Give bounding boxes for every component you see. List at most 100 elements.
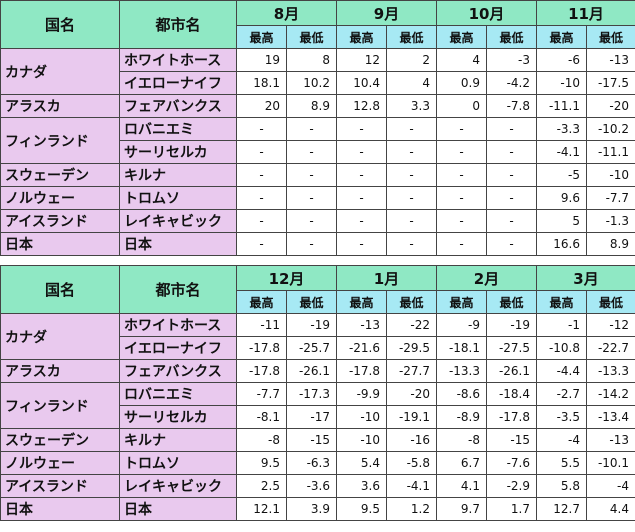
temperature-cell: -1 [536, 313, 587, 337]
table-row: アイスランド レイキャビック - - - - - -5 -1.3 [0, 209, 635, 233]
temperature-cell: -13 [336, 313, 387, 337]
table-row: ノルウェー トロムソ - - - - - -9.6 -7.7 [0, 186, 635, 210]
temperature-cell: 10.4 [336, 71, 387, 95]
month-header: 9月 [336, 0, 437, 26]
temperature-cell: -4 [586, 474, 635, 498]
temperature-cell: -19.1 [386, 405, 437, 429]
low-header: 最低 [586, 25, 635, 49]
high-header: 最高 [436, 25, 487, 49]
country-cell: アイスランド [0, 474, 120, 498]
low-header: 最低 [386, 290, 437, 314]
temperature-cell: 4.4 [586, 497, 635, 521]
table-row: スウェーデン キルナ -8 -15 -10 -16 -8 -15 -4 -13 [0, 428, 635, 452]
table-row: 日本 日本 12.1 3.9 9.5 1.2 9.7 1.7 12.7 4.4 [0, 497, 635, 521]
temperature-cell: - [236, 140, 287, 164]
temperature-cell: - [486, 140, 537, 164]
temperature-cell: - [336, 209, 387, 233]
temperature-cell: 9.7 [436, 497, 487, 521]
temperature-cell: -15 [286, 428, 337, 452]
temperature-cell: -13.3 [436, 359, 487, 383]
city-cell: ロバニエミ [119, 382, 237, 406]
temperature-cell: 5 [536, 209, 587, 233]
high-header: 最高 [236, 25, 287, 49]
city-cell: ロバニエミ [119, 117, 237, 141]
table-row: イエローナイフ -17.8 -25.7 -21.6 -29.5 -18.1 -27.5 -10… [1, 336, 635, 360]
city-cell: レイキャビック [119, 209, 237, 233]
temperature-cell: 5.4 [336, 451, 387, 475]
temperature-cell: -2.7 [536, 382, 587, 406]
country-cell: 日本 [0, 497, 120, 521]
temperature-cell: -16 [386, 428, 437, 452]
city-cell: サーリセルカ [119, 405, 237, 429]
temperature-cell: -17.8 [236, 336, 287, 360]
temperature-cell: -17.5 [586, 71, 635, 95]
temperature-cell: -18.1 [436, 336, 487, 360]
temperature-cell: 12.8 [336, 94, 387, 118]
temperature-cell: - [386, 186, 437, 210]
temperature-cell: 0.9 [436, 71, 487, 95]
temperature-cell: 4 [386, 71, 437, 95]
temperature-cell: 12.1 [236, 497, 287, 521]
temperature-cell: -3.5 [536, 405, 587, 429]
temperature-cell: -4 [536, 428, 587, 452]
temperature-cell: - [336, 140, 387, 164]
high-header: 最高 [236, 290, 287, 314]
temperature-cell: -15 [486, 428, 537, 452]
temperature-cell: -19 [286, 313, 337, 337]
temperature-cell: -20 [386, 382, 437, 406]
temperature-cell: - [486, 186, 537, 210]
temperature-cell: - [336, 186, 387, 210]
temperature-cell: -17.3 [286, 382, 337, 406]
country-header: 国名 [0, 265, 120, 314]
temperature-cell: -12 [586, 313, 635, 337]
low-header: 最低 [286, 25, 337, 49]
temperature-cell: -3.6 [286, 474, 337, 498]
temperature-cell: -9.9 [336, 382, 387, 406]
temperature-cell: 12.7 [536, 497, 587, 521]
temperature-cell: -26.1 [486, 359, 537, 383]
table-row: イエローナイフ 18.1 10.2 10.4 4 0.9 -4.2 -10 -17.5 [1, 71, 635, 95]
table-row: カナダ ホワイトホース 19 8 12 2 4 -3 -6 -13 [0, 48, 635, 95]
temperature-cell: - [436, 117, 487, 141]
month-header: 11月 [536, 0, 635, 26]
temperature-cell: 3.3 [386, 94, 437, 118]
temperature-cell: - [386, 140, 437, 164]
temperature-cell: 1.7 [486, 497, 537, 521]
temperature-cell: 4 [436, 48, 487, 72]
temperature-cell: -4.2 [486, 71, 537, 95]
temperature-cell: -2.9 [486, 474, 537, 498]
temperature-cell: -21.6 [336, 336, 387, 360]
table-row: ノルウェー トロムソ 9.5 -6.3 5.4 -5.8 6.7 -7.6 5.5 -10.1 [0, 451, 635, 475]
temperature-cell: -9 [436, 313, 487, 337]
high-header: 最高 [336, 290, 387, 314]
temperature-cell: 8 [286, 48, 337, 72]
temperature-cell: - [436, 140, 487, 164]
temperature-cell: - [336, 163, 387, 187]
country-cell: フィンランド [0, 117, 120, 164]
temperature-cell: -10 [336, 428, 387, 452]
low-header: 最低 [586, 290, 635, 314]
temperature-cell: -11 [236, 313, 287, 337]
low-header: 最低 [386, 25, 437, 49]
table-row: スウェーデン キルナ - - - - - - -5 -10 [0, 163, 635, 187]
temperature-cell: 16.6 [536, 232, 587, 256]
temperature-cell: - [386, 232, 437, 256]
temperature-cell: -3.3 [536, 117, 587, 141]
temperature-cell: -8.6 [436, 382, 487, 406]
temperature-cell: 5.8 [536, 474, 587, 498]
temperature-cell: -5.8 [386, 451, 437, 475]
table-row: サーリセルカ -8.1 -17 -10 -19.1 -8.9 -17.8 -3.5 -13.4 [1, 405, 635, 429]
table-row: アイスランド レイキャビック 2.5 -3.6 3.6 -4.1 4.1 -2.9 5.8 -4 [0, 474, 635, 498]
temperature-cell: - [436, 209, 487, 233]
table-row: フィンランド ロバニエミ -7.7 -17.3 -9.9 -20 -8.6 -18.4 -2.7… [0, 382, 635, 429]
temperature-cell: 4.1 [436, 474, 487, 498]
country-cell: ノルウェー [0, 186, 120, 210]
temperature-cell: 2 [386, 48, 437, 72]
temperature-cell: - [286, 209, 337, 233]
country-cell: カナダ [0, 48, 120, 95]
temperature-cell: -7.7 [236, 382, 287, 406]
country-cell: ノルウェー [0, 451, 120, 475]
temperature-cell: -10.8 [536, 336, 587, 360]
temperature-cell: 8.9 [286, 94, 337, 118]
temperature-cell: - [236, 232, 287, 256]
